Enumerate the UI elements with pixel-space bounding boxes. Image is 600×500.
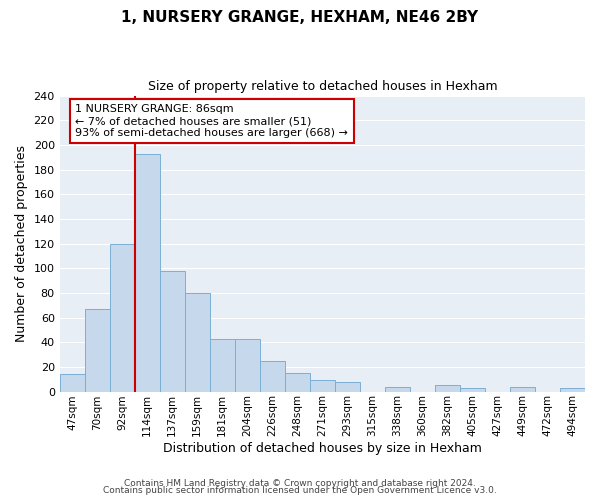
Bar — [460, 388, 485, 392]
Bar — [385, 386, 410, 392]
X-axis label: Distribution of detached houses by size in Hexham: Distribution of detached houses by size … — [163, 442, 482, 455]
Y-axis label: Number of detached properties: Number of detached properties — [15, 145, 28, 342]
Bar — [235, 338, 260, 392]
Bar — [185, 293, 210, 392]
Bar — [59, 374, 85, 392]
Text: Contains HM Land Registry data © Crown copyright and database right 2024.: Contains HM Land Registry data © Crown c… — [124, 478, 476, 488]
Bar — [135, 154, 160, 392]
Text: 1 NURSERY GRANGE: 86sqm
← 7% of detached houses are smaller (51)
93% of semi-det: 1 NURSERY GRANGE: 86sqm ← 7% of detached… — [76, 104, 349, 138]
Bar — [85, 309, 110, 392]
Bar — [560, 388, 585, 392]
Bar — [285, 373, 310, 392]
Bar — [335, 382, 360, 392]
Bar — [110, 244, 135, 392]
Text: Contains public sector information licensed under the Open Government Licence v3: Contains public sector information licen… — [103, 486, 497, 495]
Bar — [210, 338, 235, 392]
Title: Size of property relative to detached houses in Hexham: Size of property relative to detached ho… — [148, 80, 497, 93]
Bar — [260, 360, 285, 392]
Bar — [510, 386, 535, 392]
Bar — [160, 270, 185, 392]
Text: 1, NURSERY GRANGE, HEXHAM, NE46 2BY: 1, NURSERY GRANGE, HEXHAM, NE46 2BY — [121, 10, 479, 25]
Bar — [310, 380, 335, 392]
Bar — [435, 386, 460, 392]
